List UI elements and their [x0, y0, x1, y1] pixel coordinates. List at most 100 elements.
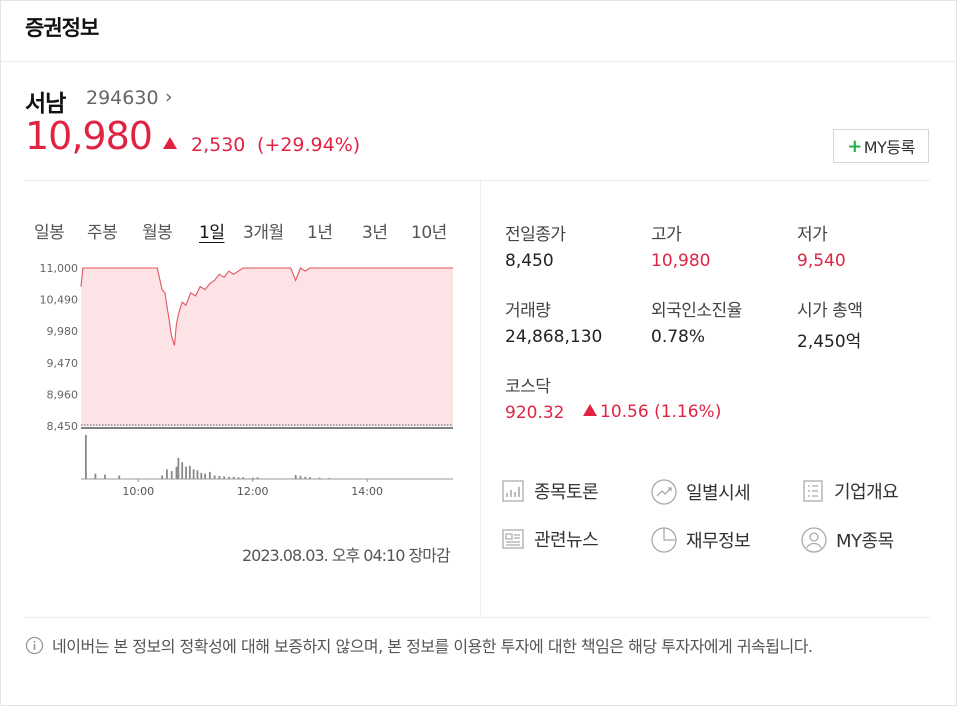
intraday-price-chart: 11,000 10,490 9,980 9,470 8,960 8,450 10:00 12…: [40, 262, 453, 498]
tab-3years[interactable]: 3년: [362, 223, 388, 243]
stat-value: 24,868,130: [505, 327, 603, 347]
stat-label: 저가: [797, 225, 828, 245]
tab-weekly[interactable]: 주봉: [87, 223, 118, 243]
volume-bar: [175, 466, 178, 479]
card-title: 증권정보: [25, 16, 99, 40]
volume-bar: [84, 435, 87, 479]
current-price: 10,980: [25, 114, 153, 158]
disclaimer-text: 네이버는 본 정보의 정확성에 대해 보증하지 않으며, 본 정보를 이용한 투…: [52, 637, 813, 656]
volume-bar: [104, 474, 106, 479]
link-label: 일별시세: [686, 483, 751, 504]
kosdaq-label[interactable]: 코스닥: [505, 377, 551, 397]
user-icon: [801, 527, 827, 553]
divider: [25, 180, 930, 181]
tab-monthly[interactable]: 월봉: [142, 223, 173, 243]
y-tick-label: 9,980: [47, 325, 79, 338]
link-label: MY종목: [836, 531, 894, 552]
volume-bar: [208, 471, 211, 479]
up-triangle-icon: [583, 404, 597, 416]
y-tick-label: 11,000: [40, 262, 79, 275]
divider: [25, 617, 930, 618]
stat-label: 외국인소진율: [651, 301, 742, 321]
y-tick-label: 8,450: [47, 420, 79, 433]
chevron-right-icon[interactable]: ›: [165, 86, 173, 108]
stat-label: 고가: [651, 225, 682, 245]
info-icon: [25, 636, 44, 655]
stat-label: 전일종가: [505, 225, 566, 245]
up-triangle-icon: [163, 137, 177, 149]
volume-bar: [170, 471, 173, 479]
stock-name[interactable]: 서남: [25, 91, 66, 117]
link-daily-price[interactable]: 일별시세: [650, 478, 751, 506]
volume-bar: [256, 477, 259, 479]
volume-bar: [204, 473, 206, 479]
link-my-stocks[interactable]: MY종목: [800, 526, 894, 554]
stat-value: 10,980: [651, 251, 711, 271]
link-related-news[interactable]: 관련뉴스: [500, 526, 599, 552]
link-label: 종목토론: [534, 482, 599, 503]
stat-market-cap: 시가 총액 2,450억: [797, 296, 863, 352]
y-tick-label: 10,490: [40, 294, 79, 307]
news-icon: [502, 529, 524, 549]
stat-label: 시가 총액: [797, 301, 863, 321]
vertical-divider: [480, 181, 481, 617]
volume-bar: [192, 469, 195, 479]
volume-bar: [181, 462, 184, 479]
stat-kosdaq[interactable]: 코스닥 920.32: [505, 372, 564, 423]
y-tick-label: 9,470: [47, 357, 79, 370]
volume-bar: [309, 477, 311, 479]
tab-3months[interactable]: 3개월: [243, 223, 284, 243]
volume-bar: [166, 469, 168, 479]
volume-bar: [213, 475, 216, 479]
volume-bar: [232, 476, 235, 479]
x-tick-label: 10:00: [122, 485, 154, 498]
company-list-icon: [803, 480, 823, 502]
stat-high: 고가 10,980: [651, 220, 710, 271]
stat-value: 2,450억: [797, 332, 862, 352]
price-change-percent: (+29.94%): [257, 134, 361, 156]
volume-bar: [185, 466, 187, 479]
y-tick-label: 8,960: [47, 388, 79, 401]
stock-code[interactable]: 294630: [86, 87, 159, 109]
my-register-label: MY등록: [863, 138, 916, 157]
tab-1year[interactable]: 1년: [307, 223, 333, 243]
pie-chart-icon: [651, 527, 677, 553]
x-tick-label: 14:00: [351, 485, 383, 498]
price-area: [81, 268, 453, 426]
volume-bar: [196, 470, 199, 479]
link-company-overview[interactable]: 기업개요: [800, 478, 899, 504]
discussion-chart-icon: [502, 480, 524, 502]
price-change: 2,530: [191, 134, 246, 156]
kosdaq-change: 10.56 (1.16%): [583, 402, 721, 422]
my-register-button[interactable]: + MY등록: [833, 129, 929, 163]
stat-volume: 거래량 24,868,130: [505, 296, 602, 347]
kosdaq-value: 920.32: [505, 403, 565, 423]
kosdaq-change-value: 10.56 (1.16%): [600, 402, 722, 422]
volume-bar: [251, 477, 254, 479]
stat-value: 8,450: [505, 251, 554, 271]
tab-1day[interactable]: 1일: [199, 223, 225, 243]
stat-label: 거래량: [505, 301, 551, 321]
volume-bar: [299, 475, 302, 479]
volume-bar: [188, 465, 191, 479]
stat-low: 저가 9,540: [797, 220, 846, 271]
link-financial-info[interactable]: 재무정보: [650, 526, 751, 554]
volume-bar: [318, 477, 321, 479]
card-header: 증권정보: [0, 0, 957, 62]
link-label: 기업개요: [834, 482, 899, 503]
stat-foreign-ratio: 외국인소진율 0.78%: [651, 296, 742, 347]
price-line: [80, 267, 453, 346]
link-discussion[interactable]: 종목토론: [500, 478, 599, 504]
tab-10years[interactable]: 10년: [411, 223, 447, 243]
volume-bar: [304, 476, 307, 479]
volume-bar: [242, 477, 245, 479]
link-label: 관련뉴스: [534, 530, 599, 551]
volume-bar: [200, 472, 203, 479]
volume-bar: [118, 475, 121, 479]
link-label: 재무정보: [686, 531, 751, 552]
volume-bar: [94, 473, 97, 479]
plus-icon: +: [847, 135, 862, 157]
x-tick-label: 12:00: [237, 485, 269, 498]
tab-daily[interactable]: 일봉: [34, 223, 65, 243]
